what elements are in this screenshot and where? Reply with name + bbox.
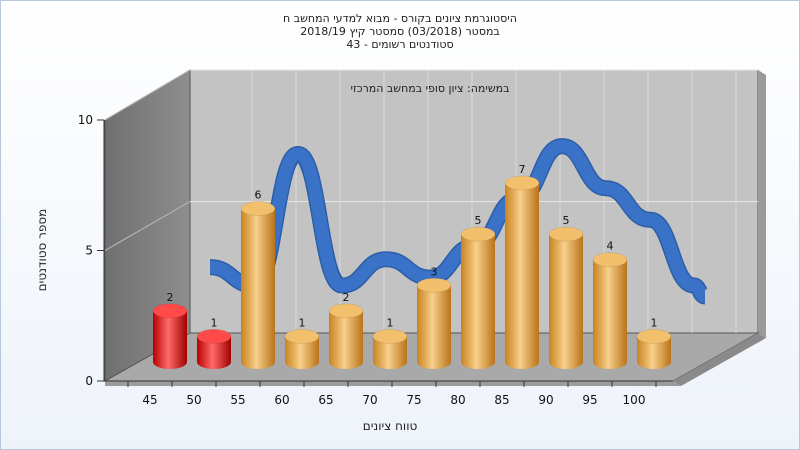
bar-top xyxy=(548,226,584,242)
bar-45: 2 xyxy=(152,291,188,369)
bar-70: 1 xyxy=(372,316,408,369)
bar-55: 6 xyxy=(240,189,276,369)
bar-50: 1 xyxy=(196,316,232,369)
bar-65: 2 xyxy=(328,291,364,369)
bar-body xyxy=(549,234,583,369)
bar-value-label: 6 xyxy=(255,189,262,202)
chart-floor-edge xyxy=(673,333,766,386)
bar-value-label: 1 xyxy=(299,316,306,329)
x-axis-label: טווח ציונים xyxy=(362,419,418,433)
x-tick-label: 55 xyxy=(230,393,245,407)
bar-top xyxy=(460,226,496,242)
bar-value-label: 4 xyxy=(607,240,614,253)
bar-75: 3 xyxy=(416,265,452,369)
x-tick-label: 95 xyxy=(582,393,597,407)
chart-title-line-2: במסטר (03/2018) סמסטר קיץ 2018/19 xyxy=(300,25,500,38)
bars: 2 1 6 1 2 1 3 5 7 5 4 1 xyxy=(152,163,672,369)
bar-95: 4 xyxy=(592,240,628,369)
bar-value-label: 1 xyxy=(387,316,394,329)
bar-body xyxy=(329,310,363,369)
bar-value-label: 2 xyxy=(167,291,174,304)
chart-subtitle: במשימה: ציון סופי במחשב המרכזי xyxy=(350,82,509,95)
bar-body xyxy=(593,259,627,369)
x-tick-label: 85 xyxy=(494,393,509,407)
bar-85: 7 xyxy=(504,163,540,369)
bar-100: 1 xyxy=(636,316,672,369)
chart-right-wall xyxy=(758,70,766,338)
y-tick-label: 10 xyxy=(78,113,93,127)
bar-value-label: 5 xyxy=(563,214,570,227)
bar-top xyxy=(284,329,320,344)
x-tick-label: 65 xyxy=(318,393,333,407)
x-tick-label: 80 xyxy=(450,393,465,407)
bar-top xyxy=(152,303,188,319)
x-tick-label: 70 xyxy=(362,393,377,407)
bar-body xyxy=(241,208,275,369)
bar-top xyxy=(592,252,628,267)
bar-value-label: 7 xyxy=(519,163,526,176)
y-tick-label: 0 xyxy=(85,374,93,388)
bar-top xyxy=(328,303,364,319)
bar-top xyxy=(504,175,540,191)
gridline-left xyxy=(104,201,191,251)
gridline-left xyxy=(104,69,191,121)
y-tick-label: 5 xyxy=(85,244,93,258)
chart-subtitle-group: במשימה: ציון סופי במחשב המרכזי xyxy=(350,82,509,95)
x-tick-label: 50 xyxy=(186,393,201,407)
bar-top xyxy=(416,278,452,293)
bar-body xyxy=(461,234,495,369)
bar-top xyxy=(240,201,276,216)
bar-body xyxy=(637,336,671,369)
bar-90: 5 xyxy=(548,214,584,369)
x-tick-label: 45 xyxy=(142,393,157,407)
bar-value-label: 1 xyxy=(211,316,218,329)
bar-body xyxy=(153,310,187,369)
bar-value-label: 3 xyxy=(431,265,438,278)
x-tick-label: 75 xyxy=(406,393,421,407)
x-tick-label: 100 xyxy=(623,393,646,407)
chart-title-line-3: סטודנטים רשומים - 43 xyxy=(346,38,454,51)
bar-body xyxy=(285,336,319,369)
bar-top xyxy=(372,329,408,344)
bar-80: 5 xyxy=(460,214,496,369)
bar-value-label: 2 xyxy=(343,291,350,304)
bar-body xyxy=(197,336,231,369)
chart-title-line-1: היסטוגרמת ציונים בקורס - מבוא למדעי המחש… xyxy=(283,12,517,25)
bar-60: 1 xyxy=(284,316,320,369)
x-tick-label: 60 xyxy=(274,393,289,407)
chart-floor-front xyxy=(105,381,681,386)
x-tick-label: 90 xyxy=(538,393,553,407)
bar-top xyxy=(196,329,232,344)
bar-value-label: 5 xyxy=(475,214,482,227)
bar-body xyxy=(373,336,407,369)
bar-value-label: 1 xyxy=(651,316,658,329)
bar-top xyxy=(636,329,672,344)
bar-body xyxy=(505,182,539,369)
bar-body xyxy=(417,285,451,369)
